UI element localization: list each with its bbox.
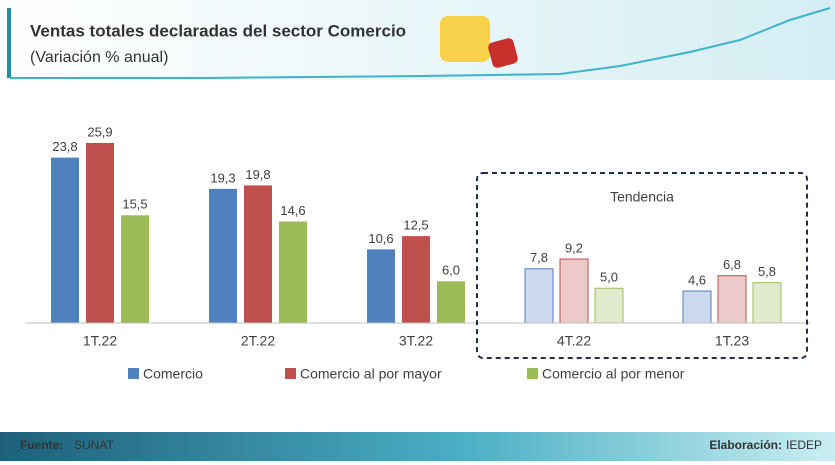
legend-swatch: [285, 368, 296, 379]
calendar-icon: [440, 16, 490, 62]
bar: [209, 188, 237, 323]
data-label: 19,3: [210, 170, 235, 185]
title: Ventas totales declaradas del sector Com…: [30, 21, 406, 40]
header-band: [0, 0, 835, 80]
bar: [86, 142, 114, 323]
subtitle: (Variación % anual): [30, 49, 168, 66]
data-label: 15,5: [122, 197, 147, 212]
bar: [51, 157, 79, 323]
source: SUNAT: [74, 438, 114, 452]
bar: [717, 275, 747, 324]
x-tick-label: 3T.22: [399, 333, 433, 349]
legend-swatch: [527, 368, 538, 379]
bar: [437, 281, 465, 323]
legend-label: Comercio: [143, 366, 203, 382]
source-label: Fuente:: [20, 438, 63, 452]
bar: [121, 215, 149, 323]
x-tick-label: 2T.22: [241, 333, 275, 349]
data-label: 12,5: [403, 218, 428, 233]
bar: [279, 221, 307, 323]
data-label: 10,6: [368, 231, 393, 246]
bar: [367, 249, 395, 323]
data-label: 4,6: [688, 272, 706, 287]
x-tick-label: 1T.22: [83, 333, 117, 349]
dice-icon: [488, 38, 518, 68]
bar: [682, 290, 712, 324]
data-label: 23,8: [52, 139, 77, 154]
data-label: 7,8: [530, 250, 548, 265]
bar: [402, 236, 430, 323]
credit: IEDEP: [786, 438, 822, 452]
legend-label: Comercio al por menor: [542, 366, 685, 382]
legend-swatch: [128, 368, 139, 379]
header-accent: [7, 8, 11, 78]
bar: [594, 287, 624, 324]
data-label: 14,6: [280, 203, 305, 218]
x-tick-label: 4T.22: [557, 333, 591, 349]
bar: [524, 268, 554, 324]
x-tick-label: 1T.23: [715, 333, 749, 349]
bar: [244, 185, 272, 323]
data-label: 19,8: [245, 167, 270, 182]
data-label: 9,2: [565, 240, 583, 255]
header-decoration: [10, 7, 831, 79]
footer-band: [0, 432, 835, 461]
bar: [559, 258, 589, 324]
data-label: 5,8: [758, 264, 776, 279]
annotation-box: [476, 172, 808, 359]
credit-label: Elaboración:: [709, 438, 782, 452]
annotation-text: Tendencia: [610, 189, 674, 205]
data-label: 6,8: [723, 257, 741, 272]
plot: 23,8 25,9 15,5 1T.22 19,3 19,8 14,6 2T.22 10,6 12…: [25, 124, 810, 382]
bar: [752, 282, 782, 324]
data-label: 5,0: [600, 270, 618, 285]
data-label: 25,9: [87, 124, 112, 139]
data-label: 6,0: [442, 263, 460, 278]
legend-label: Comercio al por mayor: [300, 366, 442, 382]
